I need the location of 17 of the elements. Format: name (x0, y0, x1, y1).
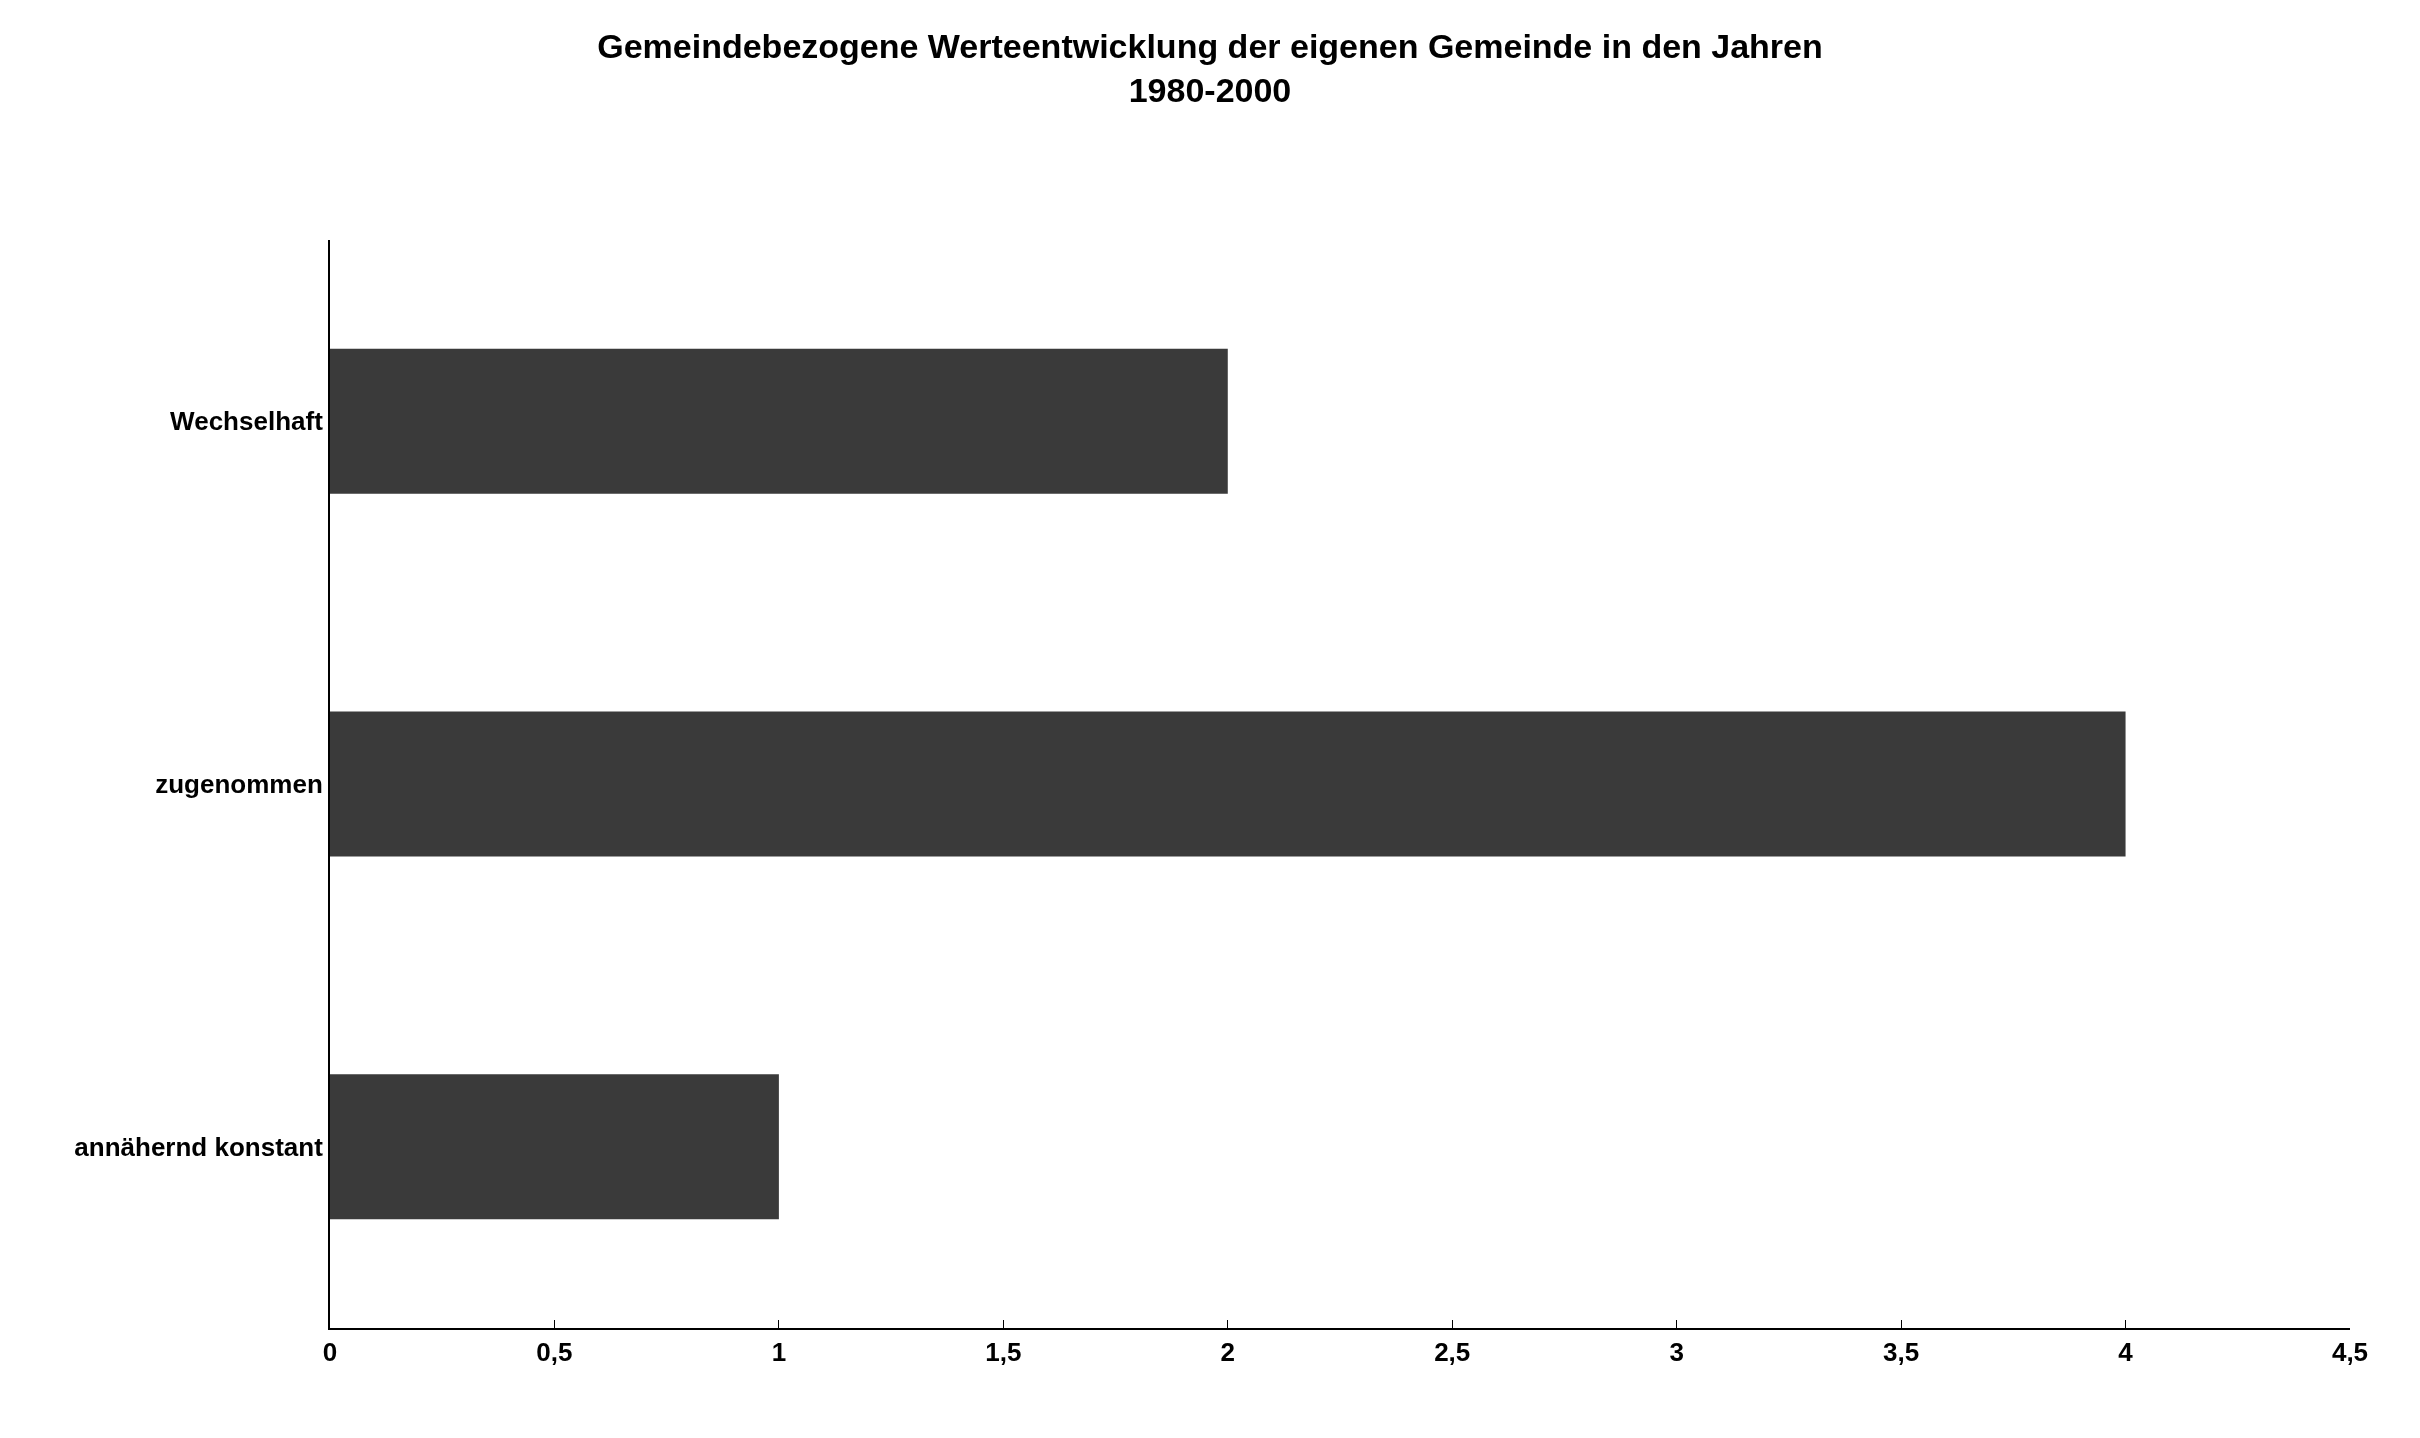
x-tick-label: 2 (1220, 1337, 1236, 1368)
x-tick-label: 4 (2118, 1337, 2134, 1368)
x-tick-label: 2,5 (1434, 1337, 1471, 1368)
chart-title: Gemeindebezogene Werteentwicklung der eigenen Gemeinde in den Jahren 1980-2000 (597, 26, 1823, 109)
x-tick-label: 4,5 (2331, 1337, 2369, 1368)
y-tick-label: zugenommen (155, 769, 323, 800)
y-tick-label: annähernd konstant (74, 1131, 324, 1162)
x-tick-label: 3,5 (1883, 1337, 1920, 1368)
x-tick-label: 3 (1669, 1337, 1684, 1368)
x-tick-label: 0,5 (536, 1337, 573, 1368)
x-tick-label: 1,5 (985, 1337, 1022, 1368)
x-tick-label: 0 (322, 1337, 338, 1368)
x-tick-label: 1 (771, 1337, 787, 1368)
bar (330, 348, 1228, 494)
bar (330, 711, 2126, 857)
y-tick-label: Wechselhaft (170, 406, 324, 437)
bar (330, 1074, 779, 1220)
